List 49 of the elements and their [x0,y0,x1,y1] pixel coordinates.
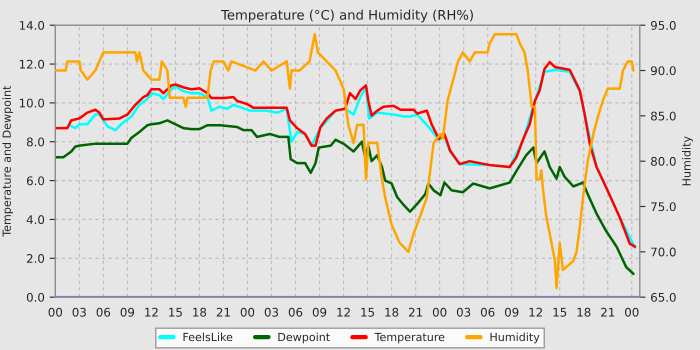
x-tick-label: 09 [504,308,518,317]
y2-tick-label: 85.0 [651,112,676,121]
x-tick-label: 18 [385,308,398,317]
legend-label: Humidity [490,332,540,344]
x-tick-label: 03 [264,308,278,317]
x-tick-label: 15 [361,308,374,317]
y-tick-label: 8.0 [26,137,44,146]
y-tick-label: 4.0 [26,215,44,224]
x-tick-label: 00 [432,308,446,317]
x-tick-label: 03 [456,308,470,317]
y2-tick-label: 95.0 [650,20,676,30]
x-tick-label: 06 [96,308,110,317]
y-tick-label: 14.0 [20,20,44,30]
y-tick-label: 10.0 [20,98,44,108]
legend-label: Dewpoint [278,332,330,344]
x-tick-label: 00 [48,308,62,317]
line-series [55,33,635,290]
y-tick-label: 12.0 [20,60,44,69]
x-tick-label: 12 [337,308,350,317]
x-tick-label: 09 [312,308,326,317]
x-tick-label: 15 [169,308,182,317]
x-tick-label: 00 [240,308,254,317]
x-tick-label: 18 [578,308,590,317]
legend-label: FeelsLike [184,332,232,342]
y2-tick-label: 70.0 [651,248,676,256]
y2-axis-title: Humidity [682,136,693,186]
x-tick-label: 21 [216,308,230,317]
x-tick-label: 03 [72,308,86,317]
x-tick-label: 15 [554,308,566,317]
legend-label: Temperature [374,332,444,344]
y2-tick-label: 75.0 [651,202,676,212]
x-tick-label: 18 [193,308,206,317]
x-tick-label: 21 [408,308,422,317]
y2-tick-label: 90.0 [650,66,676,76]
y2-tick-label: 80.0 [651,156,676,166]
chart-title: Temperature (°C) and Humidity (RH%) [221,10,473,22]
x-tick-label: 12 [145,308,158,317]
y-tick-label: 0.0 [26,292,44,302]
y-tick-label: 6.0 [26,176,44,186]
x-tick-label: 09 [120,308,134,317]
y2-tick-label: 65.0 [651,292,676,302]
y-axis-title: Temperature and Dewpoint [2,86,14,237]
x-tick-label: 12 [529,308,542,317]
y-tick-label: 2.0 [26,254,44,263]
x-tick-label: 06 [480,308,494,317]
x-tick-label: 00 [625,308,639,317]
line-series [55,119,635,276]
x-tick-label: 21 [601,308,614,317]
x-tick-label: 06 [288,308,302,317]
